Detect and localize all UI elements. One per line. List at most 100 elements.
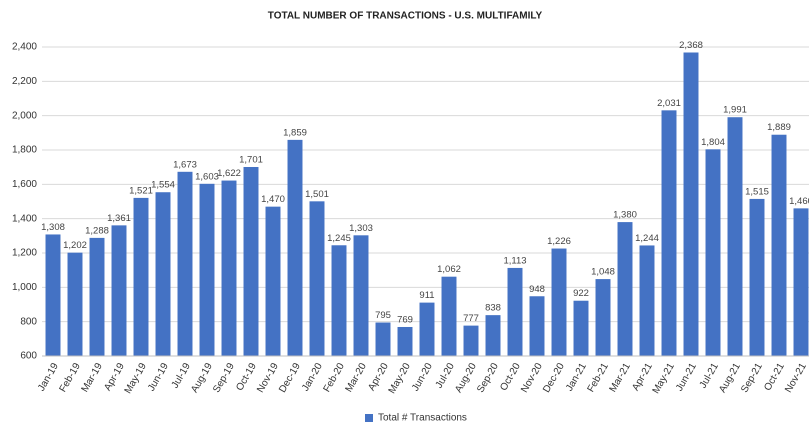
bar: [309, 201, 325, 356]
y-tick-label: 2,000: [12, 110, 37, 121]
value-label: 1,062: [437, 264, 461, 275]
x-tick-label: Mar-19: [80, 361, 106, 394]
y-tick-label: 1,000: [12, 282, 37, 293]
bar: [155, 192, 171, 356]
y-tick-label: 2,400: [12, 42, 37, 53]
y-tick-label: 1,400: [12, 213, 37, 224]
value-label: 1,603: [195, 171, 219, 182]
value-label: 948: [529, 284, 545, 295]
bar: [705, 149, 721, 356]
chart-title: TOTAL NUMBER OF TRANSACTIONS - U.S. MULT…: [268, 11, 543, 22]
y-tick-label: 1,200: [12, 248, 37, 259]
bar: [529, 296, 545, 356]
value-label: 911: [419, 290, 434, 301]
bar: [89, 237, 105, 356]
x-tick-label: Jul-20: [434, 361, 457, 390]
bar: [177, 171, 193, 356]
bar: [595, 279, 611, 356]
value-label: 1,202: [63, 240, 87, 251]
x-tick-label: Mar-20: [344, 361, 370, 394]
value-label: 1,245: [327, 233, 351, 244]
x-tick-label: Jul-21: [698, 361, 721, 390]
bar: [507, 267, 523, 356]
bar: [353, 235, 369, 356]
value-label: 1,859: [283, 127, 307, 138]
bar: [661, 110, 677, 356]
value-label: 777: [463, 313, 479, 324]
bar: [331, 245, 347, 356]
bar: [397, 326, 413, 356]
bar: [133, 197, 149, 356]
value-label: 1,460: [789, 196, 809, 207]
x-tick-label: Sep-21: [739, 361, 765, 395]
value-label: 1,701: [239, 155, 263, 166]
value-label: 1,361: [107, 213, 131, 224]
x-tick-label: Jul-19: [170, 361, 193, 390]
x-tick-label: Sep-20: [475, 361, 501, 395]
value-label: 1,673: [173, 159, 197, 170]
bar: [749, 198, 765, 356]
bar: [639, 245, 655, 356]
bar: [617, 222, 633, 356]
value-label: 1,554: [151, 180, 175, 191]
x-tick-label: Jun-20: [410, 361, 435, 393]
x-tick-label: Sep-19: [211, 361, 237, 395]
x-tick-label: May-20: [387, 361, 413, 396]
value-label: 838: [485, 303, 501, 314]
value-label: 769: [397, 315, 413, 326]
y-tick-label: 800: [20, 316, 37, 327]
value-label: 1,303: [349, 223, 373, 234]
value-label: 1,048: [591, 267, 615, 278]
bar: [111, 225, 127, 356]
value-label: 1,501: [305, 189, 329, 200]
value-label: 1,470: [261, 194, 285, 205]
bar: [441, 276, 457, 356]
value-label: 1,804: [701, 137, 725, 148]
bar: [419, 302, 435, 356]
x-tick-label: Jun-21: [674, 361, 699, 393]
y-tick-label: 1,800: [12, 145, 37, 156]
bar: [463, 325, 479, 356]
x-tick-label: Jun-19: [146, 361, 171, 393]
x-tick-label: Nov-21: [783, 361, 809, 395]
legend-label: Total # Transactions: [378, 413, 467, 424]
bar: [485, 315, 501, 356]
value-label: 1,521: [129, 185, 153, 196]
bar: [265, 206, 281, 356]
x-tick-label: May-21: [651, 361, 677, 396]
bar: [727, 117, 743, 356]
bar: [287, 139, 303, 356]
legend-swatch: [365, 414, 373, 422]
x-tick-label: May-19: [123, 361, 149, 396]
value-label: 1,113: [503, 255, 526, 266]
value-label: 2,031: [657, 98, 681, 109]
y-tick-label: 1,600: [12, 179, 37, 190]
y-tick-label: 2,200: [12, 76, 37, 87]
x-tick-label: Dec-20: [541, 361, 567, 395]
value-label: 795: [375, 310, 391, 321]
value-label: 1,622: [217, 168, 241, 179]
bar: [243, 166, 259, 356]
bar: [221, 180, 237, 356]
value-label: 1,244: [635, 233, 659, 244]
bar: [551, 248, 567, 356]
bar: [45, 234, 61, 356]
value-label: 1,226: [547, 236, 571, 247]
x-tick-label: Mar-21: [608, 361, 634, 394]
bar: [199, 183, 215, 356]
bar: [375, 322, 391, 356]
value-label: 1,515: [745, 186, 769, 197]
value-label: 1,991: [723, 105, 747, 116]
bar: [683, 52, 699, 356]
bar: [573, 300, 589, 356]
bar: [793, 208, 809, 356]
bar: [771, 134, 787, 356]
value-label: 2,368: [679, 40, 703, 51]
value-label: 1,288: [85, 225, 109, 236]
value-label: 922: [573, 288, 589, 299]
value-label: 1,308: [41, 222, 65, 233]
y-tick-label: 600: [20, 351, 37, 362]
value-label: 1,380: [613, 210, 637, 221]
value-label: 1,889: [767, 122, 791, 133]
